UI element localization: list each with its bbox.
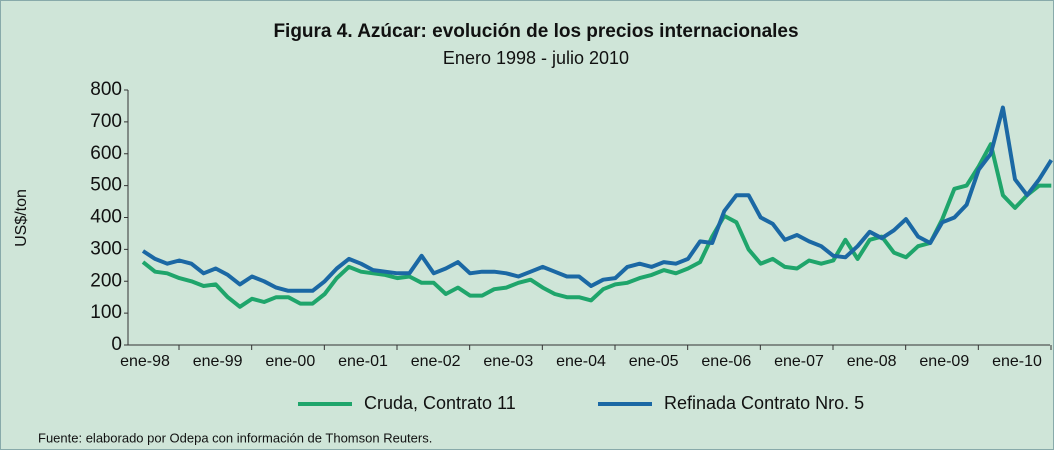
x-tick-label: ene-03 [483, 353, 533, 370]
y-tick-label: 600 [90, 143, 122, 164]
x-tick-label: ene-08 [847, 353, 897, 370]
source-note: Fuente: elaborado por Odepa con informac… [38, 430, 432, 445]
y-tick-label: 100 [90, 302, 122, 323]
legend-label: Cruda, Contrato 11 [364, 393, 516, 413]
x-tick-label: ene-00 [265, 353, 315, 370]
y-tick-label: 400 [90, 207, 122, 228]
y-tick-label: 800 [90, 79, 122, 100]
x-tick-label: ene-98 [120, 353, 170, 370]
y-tick-label: 300 [90, 238, 122, 259]
x-tick-label: ene-01 [338, 353, 388, 370]
x-tick-label: ene-04 [556, 353, 606, 370]
chart-title: Figura 4. Azúcar: evolución de los preci… [273, 21, 798, 42]
x-tick-label: ene-99 [193, 353, 243, 370]
x-tick-label: ene-07 [774, 353, 824, 370]
x-tick-label: ene-10 [992, 353, 1042, 370]
y-tick-label: 700 [90, 111, 122, 132]
y-axis-label: US$/ton [13, 189, 30, 247]
y-tick-label: 0 [111, 334, 122, 355]
x-tick-label: ene-06 [701, 353, 751, 370]
y-tick-label: 200 [90, 270, 122, 291]
x-tick-label: ene-05 [629, 353, 679, 370]
series-line [141, 142, 1052, 309]
chart-subtitle: Enero 1998 - julio 2010 [443, 48, 629, 68]
y-tick-label: 500 [90, 175, 122, 196]
x-tick-label: ene-09 [919, 353, 969, 370]
legend-label: Refinada Contrato Nro. 5 [664, 393, 864, 413]
x-tick-label: ene-02 [411, 353, 461, 370]
series-line [141, 105, 1053, 293]
